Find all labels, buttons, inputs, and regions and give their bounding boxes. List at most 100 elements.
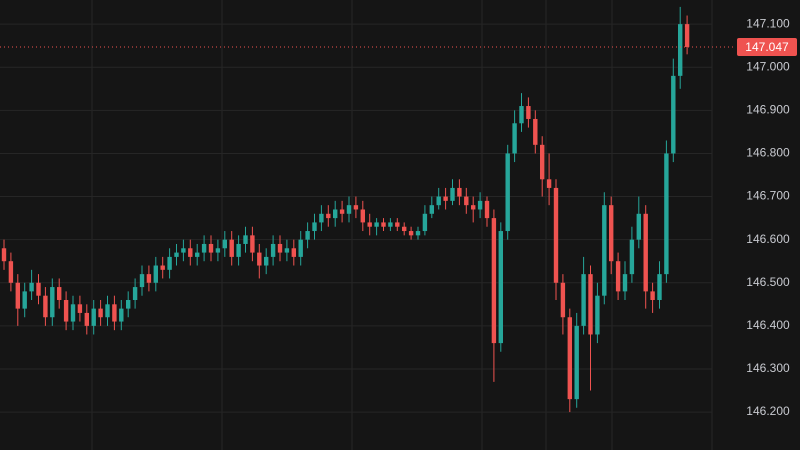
candle-body [395,222,400,227]
candle-body [588,274,593,335]
candle-body [153,265,158,283]
candle-body [643,213,648,292]
candle-body [526,106,531,119]
candle-body [291,248,296,257]
candle-body [29,282,34,292]
candle-body [1,248,7,262]
candle-body [139,274,145,288]
y-tick-label: 146.800 [746,146,790,160]
candle-body [91,308,96,326]
candle-body [333,209,338,219]
candle-body [602,205,607,296]
candle-body [388,222,393,227]
y-tick-label: 146.500 [746,275,790,289]
candle-body [270,243,276,257]
candle-body [615,261,621,292]
candle-body [236,243,241,257]
candle-body [174,252,179,257]
candle-body [657,274,662,300]
candle-body [188,248,193,257]
candle-body [284,248,290,253]
candle-body [546,179,552,188]
candle-body [533,118,538,145]
candle-body [160,265,165,270]
candle-body [243,235,248,244]
candle-body [319,213,324,223]
candle-body [298,239,303,257]
candle-body [98,308,103,318]
candle-body [408,231,414,236]
y-tick-label: 146.600 [746,232,790,246]
candle-body [126,300,131,309]
candle-body [622,274,628,292]
candle-body [471,205,476,210]
candle-body [70,304,76,322]
candle-body [664,153,669,275]
candle-body [436,196,441,206]
candle-body [181,248,186,253]
candle-body [77,304,83,313]
candle-body [457,187,462,197]
candle-body [450,187,455,201]
candle-body [609,205,614,262]
candle-body [312,222,317,232]
candle-body [50,287,55,318]
candle-body [415,231,421,236]
candle-body [581,274,586,326]
y-tick-label: 147.100 [746,16,790,30]
candle-body [215,248,221,253]
candle-body [443,196,448,201]
candle-body [567,317,572,400]
candle-body [326,213,331,219]
candle-body [367,222,372,227]
y-tick-label: 146.900 [746,103,790,117]
candle-body [119,308,124,322]
candle-body [22,291,27,309]
candle-body [519,106,524,124]
candle-body [650,291,655,300]
candle-body [574,325,579,400]
candle-body [553,187,559,283]
candle-body [540,144,545,180]
candle-body [222,239,227,249]
candle-body [429,205,434,214]
candle-body [512,123,517,154]
candle-body [84,312,89,326]
candle-body [8,261,14,283]
candle-body [671,75,676,154]
candle-body [305,231,310,240]
candle-body [353,205,359,210]
candle-body [105,304,110,318]
candle-body [684,24,690,47]
candle-body [250,235,255,253]
candle-body [195,252,200,257]
candle-body [257,252,262,266]
last-price-label: 147.047 [745,40,789,54]
candle-body [402,226,407,232]
candle-body [132,287,138,300]
y-tick-label: 146.200 [746,404,790,418]
candle-body [678,24,683,76]
y-tick-label: 146.400 [746,318,790,332]
candle-body [629,239,635,275]
last-price-badge [737,37,797,56]
candle-body [339,209,345,214]
candle-body [277,243,283,253]
y-tick-label: 146.700 [746,189,790,203]
candle-body [112,304,117,322]
candle-body [229,239,234,257]
candle-body [595,295,600,335]
y-tick-label: 147.000 [746,59,790,73]
candle-body [264,256,269,266]
candle-body [477,200,483,210]
candle-body [464,196,469,206]
candle-body [636,213,641,240]
candle-body [15,282,20,309]
candle-body [374,222,379,227]
candle-body [167,256,172,270]
candle-body [360,209,365,223]
candle-body [422,213,428,232]
candle-body [505,153,510,232]
